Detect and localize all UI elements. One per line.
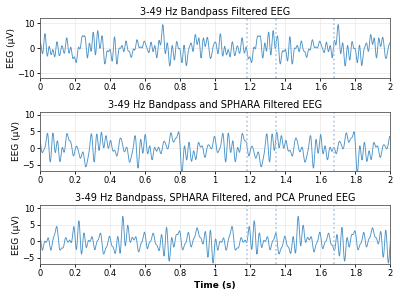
Y-axis label: EEG (µV): EEG (µV) xyxy=(12,215,21,255)
Title: 3-49 Hz Bandpass Filtered EEG: 3-49 Hz Bandpass Filtered EEG xyxy=(140,7,290,17)
Y-axis label: EEG (µV): EEG (µV) xyxy=(7,28,16,68)
Title: 3-49 Hz Bandpass, SPHARA Filtered, and PCA Pruned EEG: 3-49 Hz Bandpass, SPHARA Filtered, and P… xyxy=(75,193,355,203)
X-axis label: Time (s): Time (s) xyxy=(194,281,236,290)
Y-axis label: EEG (µV): EEG (µV) xyxy=(12,121,21,161)
Title: 3-49 Hz Bandpass and SPHARA Filtered EEG: 3-49 Hz Bandpass and SPHARA Filtered EEG xyxy=(108,100,322,110)
